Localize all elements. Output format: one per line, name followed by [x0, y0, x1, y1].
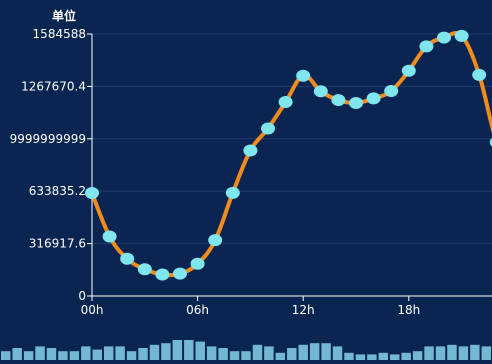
y-tick-labels: 0 316917.6 633835.2 9999999999 1267670.4 1584… — [10, 27, 92, 303]
zoom-slider-bar — [1, 351, 11, 360]
zoom-slider-bar — [344, 352, 354, 360]
zoom-slider-bar — [58, 351, 68, 360]
data-point[interactable] — [331, 94, 346, 107]
data-point[interactable] — [384, 84, 399, 97]
x-tick-label: 18h — [397, 303, 420, 317]
zoom-slider-bar — [412, 351, 423, 360]
zoom-slider-bar — [355, 354, 366, 360]
series-line — [90, 30, 492, 278]
zoom-slider-bar — [367, 354, 377, 360]
zoom-slider-bar — [138, 348, 148, 360]
zoom-slider-bar — [241, 351, 251, 360]
zoom-slider-bar — [252, 344, 263, 360]
zoom-slider-bar — [275, 352, 286, 360]
data-point[interactable] — [155, 268, 170, 281]
y-tick-label: 1267670.4 — [21, 79, 86, 93]
zoom-slider-bar — [390, 354, 400, 360]
x-tick-label: 12h — [292, 303, 315, 317]
x-tick-label: 06h — [186, 303, 209, 317]
data-point[interactable] — [349, 97, 363, 110]
data-point[interactable] — [472, 68, 487, 81]
data-point[interactable] — [489, 136, 492, 148]
zoom-slider-bar — [115, 346, 125, 360]
x-tick-labels: 00h 06h 12h 18h — [81, 296, 420, 317]
data-point[interactable] — [102, 230, 117, 243]
zoom-slider-bar — [81, 346, 91, 360]
data-point[interactable] — [190, 257, 205, 270]
x-tick-label: 00h — [81, 303, 104, 317]
zoom-slider-bar — [218, 348, 228, 360]
data-point[interactable] — [278, 96, 293, 109]
zoom-slider-bar — [470, 344, 480, 360]
zoom-slider-bar — [309, 343, 320, 360]
zoom-slider-bar — [447, 344, 457, 360]
gridlines — [92, 33, 492, 245]
zoom-slider-bar — [206, 346, 217, 360]
zoom-slider-bar — [298, 344, 308, 360]
data-point[interactable] — [437, 31, 451, 44]
y-tick-label: 1584588 — [33, 27, 86, 41]
zoom-slider-bar — [103, 346, 114, 360]
data-point[interactable] — [419, 40, 434, 53]
data-point[interactable] — [454, 29, 469, 42]
y-tick-label: 633835.2 — [29, 184, 86, 198]
zoom-slider-bar — [35, 346, 45, 360]
zoom-slider-bar — [458, 346, 469, 360]
series-markers — [85, 29, 492, 281]
zoom-slider-bar — [69, 351, 80, 360]
data-point[interactable] — [173, 267, 187, 280]
data-point[interactable] — [120, 252, 135, 265]
zoom-slider-bar — [149, 344, 160, 360]
y-axis-unit: 单位 — [52, 8, 76, 23]
zoom-slider-bar — [23, 351, 34, 360]
data-point[interactable] — [85, 186, 99, 199]
zoom-slider-bar — [195, 341, 205, 360]
data-point[interactable] — [401, 64, 416, 77]
zoom-slider-bar — [172, 340, 183, 360]
zoom-slider-bar — [332, 346, 343, 360]
zoom-slider-bar — [126, 351, 137, 360]
data-point[interactable] — [296, 69, 311, 82]
zoom-slider[interactable] — [0, 336, 492, 364]
zoom-slider-bar — [12, 348, 22, 360]
zoom-slider-bar — [264, 346, 274, 360]
zoom-slider-bar — [378, 352, 389, 360]
zoom-slider-bar — [401, 352, 411, 360]
zoom-slider-bar — [46, 348, 57, 360]
data-point[interactable] — [137, 263, 152, 276]
zoom-slider-bar — [287, 348, 297, 360]
zoom-slider-bar — [481, 346, 491, 360]
data-point[interactable] — [243, 144, 258, 157]
zoom-slider-bar — [161, 343, 171, 360]
y-tick-label: 9999999999 — [10, 132, 86, 146]
data-point[interactable] — [225, 186, 240, 199]
zoom-slider-bar — [424, 346, 434, 360]
data-point[interactable] — [208, 234, 223, 247]
zoom-slider-bar — [184, 340, 194, 360]
series-path — [90, 30, 492, 278]
data-point[interactable] — [313, 85, 328, 98]
y-tick-label: 316917.6 — [29, 237, 86, 251]
data-point[interactable] — [261, 122, 275, 135]
data-point[interactable] — [366, 92, 381, 105]
y-tick-label: 0 — [78, 289, 86, 303]
zoom-slider-bar — [435, 346, 446, 360]
zoom-slider-bar — [321, 343, 331, 360]
zoom-slider-bar — [92, 349, 102, 360]
zoom-slider-bar — [229, 351, 240, 360]
